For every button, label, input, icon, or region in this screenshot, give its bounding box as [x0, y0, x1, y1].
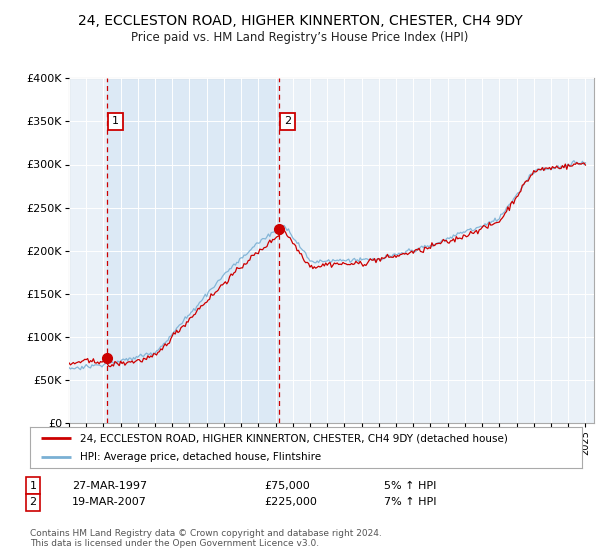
- Text: 24, ECCLESTON ROAD, HIGHER KINNERTON, CHESTER, CH4 9DY (detached house): 24, ECCLESTON ROAD, HIGHER KINNERTON, CH…: [80, 433, 508, 443]
- Text: 7% ↑ HPI: 7% ↑ HPI: [384, 497, 437, 507]
- Text: 2: 2: [29, 497, 37, 507]
- Text: £225,000: £225,000: [264, 497, 317, 507]
- Text: Contains HM Land Registry data © Crown copyright and database right 2024.: Contains HM Land Registry data © Crown c…: [30, 529, 382, 538]
- Text: Price paid vs. HM Land Registry’s House Price Index (HPI): Price paid vs. HM Land Registry’s House …: [131, 31, 469, 44]
- Text: £75,000: £75,000: [264, 480, 310, 491]
- Text: 1: 1: [112, 116, 119, 127]
- Text: HPI: Average price, detached house, Flintshire: HPI: Average price, detached house, Flin…: [80, 452, 321, 461]
- Text: 24, ECCLESTON ROAD, HIGHER KINNERTON, CHESTER, CH4 9DY: 24, ECCLESTON ROAD, HIGHER KINNERTON, CH…: [77, 14, 523, 28]
- Text: This data is licensed under the Open Government Licence v3.0.: This data is licensed under the Open Gov…: [30, 539, 319, 548]
- Text: 2: 2: [284, 116, 292, 127]
- Text: 27-MAR-1997: 27-MAR-1997: [72, 480, 147, 491]
- Text: 19-MAR-2007: 19-MAR-2007: [72, 497, 147, 507]
- Text: 5% ↑ HPI: 5% ↑ HPI: [384, 480, 436, 491]
- Text: 1: 1: [29, 480, 37, 491]
- Bar: [107, 78, 279, 423]
